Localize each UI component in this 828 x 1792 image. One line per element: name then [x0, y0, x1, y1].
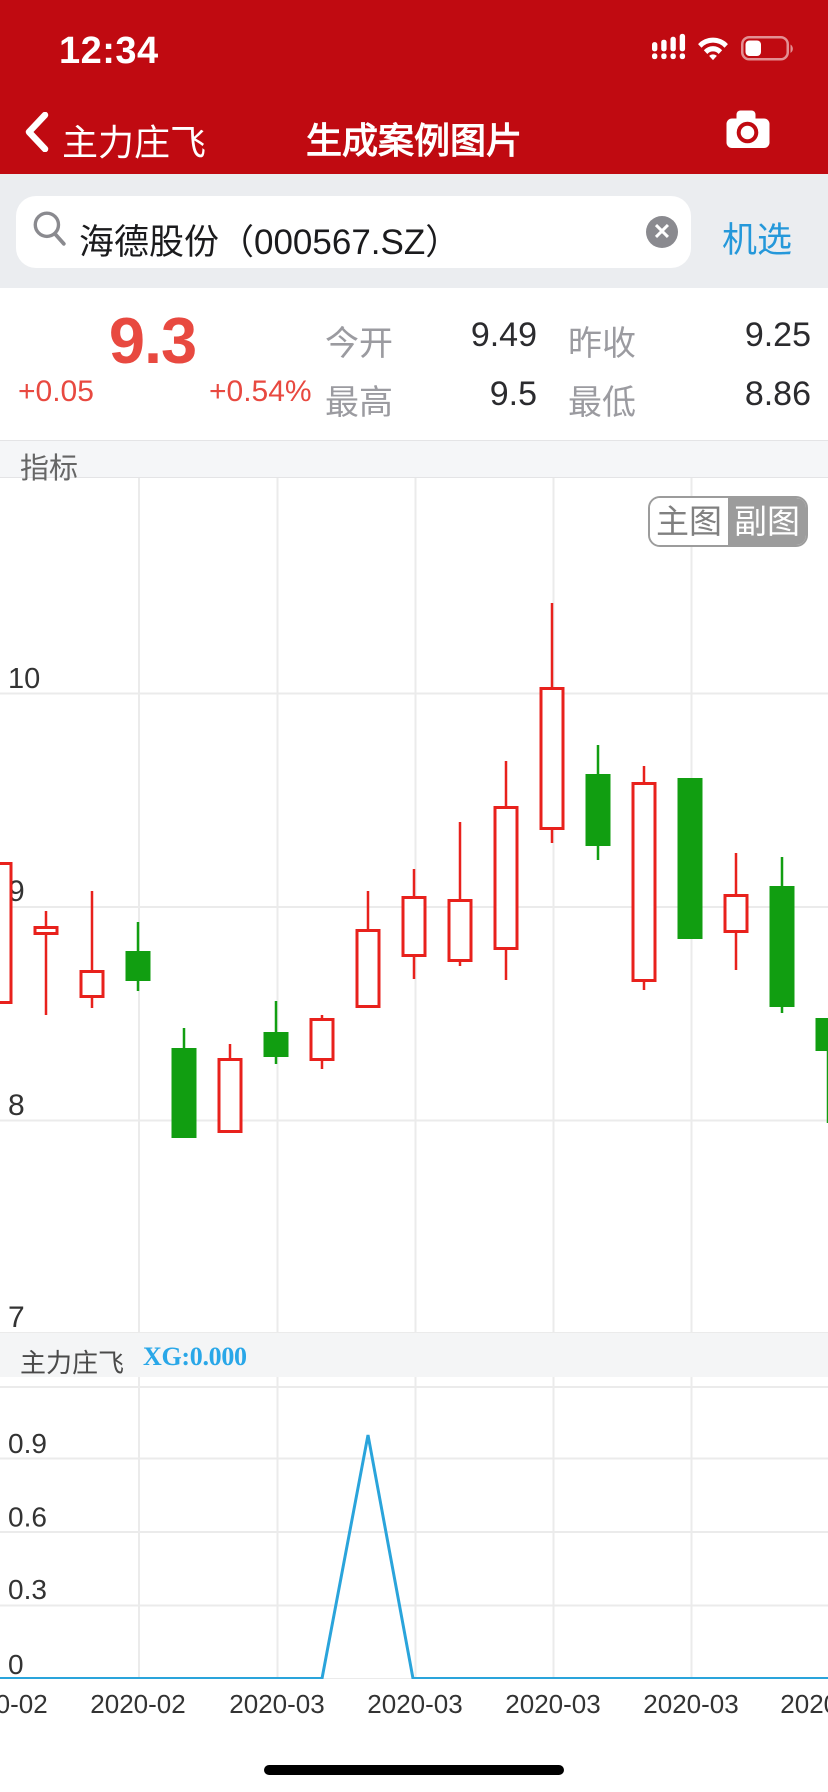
svg-text:0.6: 0.6	[8, 1502, 47, 1533]
svg-text:0.3: 0.3	[8, 1574, 47, 1605]
svg-text:0.9: 0.9	[8, 1428, 47, 1459]
svg-text:0: 0	[8, 1649, 24, 1679]
svg-text:7: 7	[8, 1301, 25, 1333]
svg-text:8: 8	[8, 1089, 25, 1122]
svg-text:10: 10	[8, 663, 40, 695]
